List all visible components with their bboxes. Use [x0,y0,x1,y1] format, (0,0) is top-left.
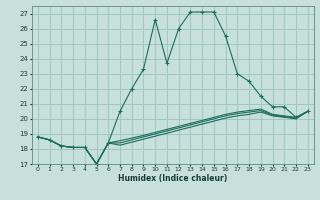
X-axis label: Humidex (Indice chaleur): Humidex (Indice chaleur) [118,174,228,183]
